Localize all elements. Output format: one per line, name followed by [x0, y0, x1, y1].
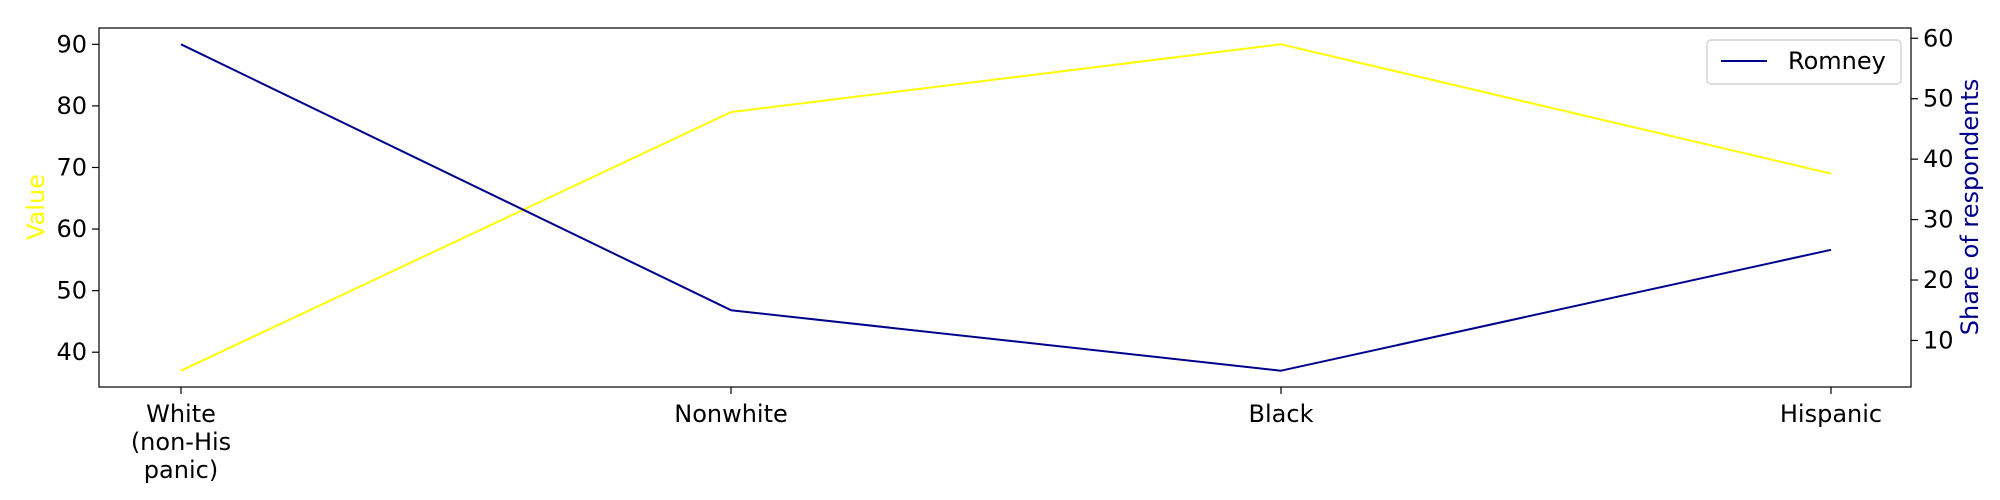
left-tick-label: 80	[56, 92, 87, 120]
x-axis: White (non-His panic) Nonwhite Black Hispanic	[131, 387, 1882, 484]
right-tick-label: 50	[1923, 85, 1954, 113]
x-tick-label-line: Nonwhite	[674, 400, 788, 428]
left-tick-label: 60	[56, 215, 87, 243]
legend-label-romney: Romney	[1788, 47, 1886, 75]
series-layer	[180, 43, 1832, 372]
left-tick-label: 40	[56, 338, 87, 366]
plot-frame	[98, 27, 1912, 388]
series-line-romney	[180, 43, 1832, 372]
x-tick-label-line: panic)	[144, 456, 218, 484]
series-line-0	[180, 43, 1832, 372]
right-tick-label: 60	[1923, 24, 1954, 52]
right-axis-title: Share of respondents	[1956, 79, 1984, 336]
x-tick-label-line: Hispanic	[1780, 400, 1882, 428]
x-tick-label: Hispanic	[1780, 400, 1882, 428]
x-tick-label: Nonwhite	[674, 400, 788, 428]
right-tick-label: 10	[1923, 326, 1954, 354]
x-tick-label-line: Black	[1249, 400, 1314, 428]
left-tick-label: 90	[56, 30, 87, 58]
right-tick-label: 30	[1923, 206, 1954, 234]
x-tick-label: Black	[1249, 400, 1314, 428]
right-axis: 10 20 30 40 50 60	[1911, 24, 1954, 354]
right-tick-label: 40	[1923, 145, 1954, 173]
x-tick-label-line: White	[146, 400, 216, 428]
left-axis-title: Value	[22, 174, 50, 240]
x-tick-label: White (non-His panic)	[131, 400, 231, 484]
left-tick-label: 50	[56, 277, 87, 305]
right-tick-label: 20	[1923, 266, 1954, 294]
legend-frame	[1706, 39, 1902, 85]
legend: Romney	[1706, 39, 1902, 85]
left-tick-label: 70	[56, 153, 87, 181]
left-axis: 40 50 60 70 80 90	[56, 30, 99, 366]
x-tick-label-line: (non-His	[131, 428, 231, 456]
